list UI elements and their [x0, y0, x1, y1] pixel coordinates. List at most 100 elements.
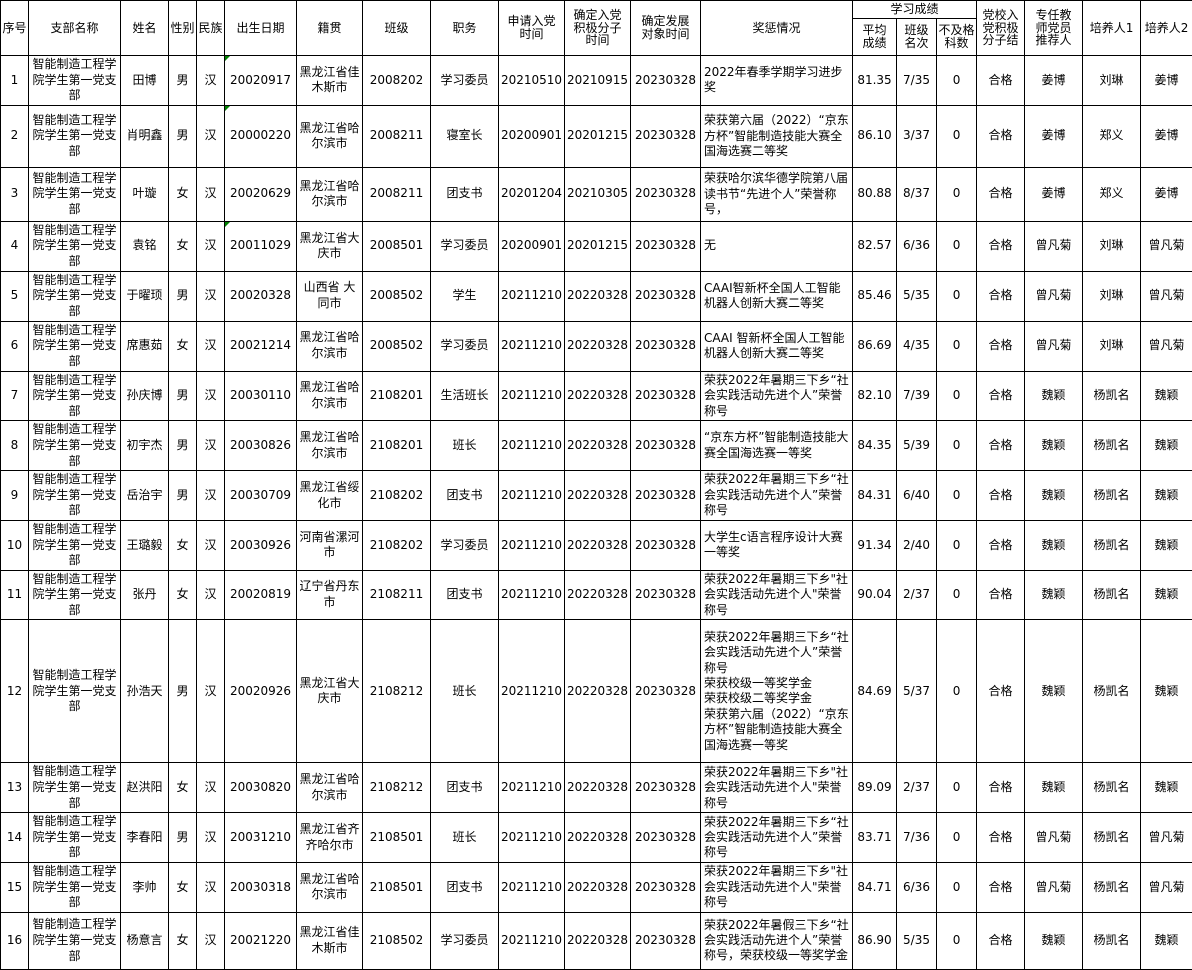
cell-gender[interactable]: 男 [169, 105, 197, 167]
cell-cultivator2[interactable]: 曾凡菊 [1141, 271, 1192, 321]
cell-party_school[interactable]: 合格 [977, 371, 1025, 421]
cell-position[interactable]: 团支书 [431, 863, 499, 913]
cell-branch[interactable]: 智能制造工程学院学生第一党支部 [29, 763, 121, 813]
cell-gender[interactable]: 男 [169, 471, 197, 521]
cell-native_place[interactable]: 黑龙江省哈尔滨市 [297, 105, 363, 167]
cell-branch[interactable]: 智能制造工程学院学生第一党支部 [29, 813, 121, 863]
cell-activist_date[interactable]: 20220328 [565, 620, 631, 763]
cell-ethnicity[interactable]: 汉 [197, 271, 225, 321]
cell-apply_date[interactable]: 20211210 [499, 271, 565, 321]
cell-party_school[interactable]: 合格 [977, 421, 1025, 471]
cell-activist_date[interactable]: 20201215 [565, 221, 631, 271]
column-header-index[interactable]: 序号 [1, 1, 29, 56]
cell-branch[interactable]: 智能制造工程学院学生第一党支部 [29, 620, 121, 763]
cell-cultivator1[interactable]: 杨凯名 [1083, 620, 1141, 763]
cell-native_place[interactable]: 山西省 大同市 [297, 271, 363, 321]
cell-birth_date[interactable]: 20031210 [225, 813, 297, 863]
cell-class[interactable]: 2008501 [363, 221, 431, 271]
cell-activist_date[interactable]: 20220328 [565, 471, 631, 521]
cell-class_rank[interactable]: 8/37 [897, 167, 937, 221]
cell-branch[interactable]: 智能制造工程学院学生第一党支部 [29, 271, 121, 321]
cell-failed_subjects[interactable]: 0 [937, 620, 977, 763]
cell-party_school[interactable]: 合格 [977, 520, 1025, 570]
cell-index[interactable]: 9 [1, 471, 29, 521]
cell-development_date[interactable]: 20230328 [631, 271, 701, 321]
cell-native_place[interactable]: 黑龙江省哈尔滨市 [297, 863, 363, 913]
cell-party_school[interactable]: 合格 [977, 620, 1025, 763]
cell-cultivator2[interactable]: 曾凡菊 [1141, 221, 1192, 271]
cell-native_place[interactable]: 黑龙江省齐齐哈尔市 [297, 813, 363, 863]
cell-apply_date[interactable]: 20211210 [499, 321, 565, 371]
cell-index[interactable]: 2 [1, 105, 29, 167]
cell-gender[interactable]: 女 [169, 863, 197, 913]
cell-cultivator2[interactable]: 魏颖 [1141, 912, 1192, 969]
cell-class_rank[interactable]: 6/40 [897, 471, 937, 521]
cell-class_rank[interactable]: 5/37 [897, 620, 937, 763]
cell-position[interactable]: 学习委员 [431, 221, 499, 271]
cell-birth_date[interactable]: 20021220 [225, 912, 297, 969]
cell-position[interactable]: 班长 [431, 813, 499, 863]
column-header-teacher_recommender[interactable]: 专任教 师党员 推荐人 [1025, 1, 1083, 56]
cell-development_date[interactable]: 20230328 [631, 570, 701, 620]
cell-native_place[interactable]: 辽宁省丹东市 [297, 570, 363, 620]
cell-gender[interactable]: 男 [169, 813, 197, 863]
column-header-development_date[interactable]: 确定发展 对象时间 [631, 1, 701, 56]
cell-index[interactable]: 14 [1, 813, 29, 863]
cell-birth_date[interactable]: 20030318 [225, 863, 297, 913]
cell-name[interactable]: 席惠茹 [121, 321, 169, 371]
cell-class[interactable]: 2108202 [363, 471, 431, 521]
cell-class[interactable]: 2108502 [363, 912, 431, 969]
column-header-class_rank[interactable]: 班级 名次 [897, 19, 937, 56]
cell-class_rank[interactable]: 7/35 [897, 56, 937, 106]
cell-name[interactable]: 肖明鑫 [121, 105, 169, 167]
column-group-header-scores[interactable]: 学习成绩 [853, 1, 977, 19]
cell-name[interactable]: 李春阳 [121, 813, 169, 863]
cell-development_date[interactable]: 20230328 [631, 763, 701, 813]
cell-index[interactable]: 6 [1, 321, 29, 371]
cell-teacher_recommender[interactable]: 曾凡菊 [1025, 321, 1083, 371]
cell-awards[interactable]: “京东方杯”智能制造技能大赛全国海选赛一等奖 [701, 421, 853, 471]
cell-cultivator1[interactable]: 郑义 [1083, 105, 1141, 167]
cell-failed_subjects[interactable]: 0 [937, 105, 977, 167]
cell-development_date[interactable]: 20230328 [631, 105, 701, 167]
cell-gender[interactable]: 男 [169, 620, 197, 763]
cell-cultivator2[interactable]: 姜博 [1141, 167, 1192, 221]
cell-party_school[interactable]: 合格 [977, 221, 1025, 271]
cell-ethnicity[interactable]: 汉 [197, 912, 225, 969]
cell-ethnicity[interactable]: 汉 [197, 221, 225, 271]
cell-failed_subjects[interactable]: 0 [937, 813, 977, 863]
cell-activist_date[interactable]: 20220328 [565, 570, 631, 620]
cell-failed_subjects[interactable]: 0 [937, 56, 977, 106]
cell-avg_score[interactable]: 89.09 [853, 763, 897, 813]
cell-class_rank[interactable]: 5/35 [897, 912, 937, 969]
cell-awards[interactable]: 荣获2022年暑期三下乡"社会实践活动先进个人"荣誉称号 [701, 570, 853, 620]
cell-class[interactable]: 2108212 [363, 620, 431, 763]
cell-failed_subjects[interactable]: 0 [937, 912, 977, 969]
cell-apply_date[interactable]: 20211210 [499, 520, 565, 570]
cell-development_date[interactable]: 20230328 [631, 471, 701, 521]
cell-failed_subjects[interactable]: 0 [937, 570, 977, 620]
cell-position[interactable]: 学习委员 [431, 321, 499, 371]
cell-avg_score[interactable]: 84.69 [853, 620, 897, 763]
cell-native_place[interactable]: 黑龙江省哈尔滨市 [297, 421, 363, 471]
cell-failed_subjects[interactable]: 0 [937, 321, 977, 371]
cell-ethnicity[interactable]: 汉 [197, 421, 225, 471]
cell-birth_date[interactable]: 20030820 [225, 763, 297, 813]
cell-class[interactable]: 2108501 [363, 813, 431, 863]
cell-position[interactable]: 寝室长 [431, 105, 499, 167]
cell-party_school[interactable]: 合格 [977, 863, 1025, 913]
cell-branch[interactable]: 智能制造工程学院学生第一党支部 [29, 321, 121, 371]
cell-apply_date[interactable]: 20200901 [499, 221, 565, 271]
cell-position[interactable]: 团支书 [431, 763, 499, 813]
cell-native_place[interactable]: 黑龙江省哈尔滨市 [297, 321, 363, 371]
cell-gender[interactable]: 女 [169, 912, 197, 969]
cell-name[interactable]: 初宇杰 [121, 421, 169, 471]
cell-ethnicity[interactable]: 汉 [197, 570, 225, 620]
cell-branch[interactable]: 智能制造工程学院学生第一党支部 [29, 56, 121, 106]
cell-cultivator2[interactable]: 魏颖 [1141, 371, 1192, 421]
cell-avg_score[interactable]: 86.90 [853, 912, 897, 969]
cell-cultivator2[interactable]: 曾凡菊 [1141, 321, 1192, 371]
cell-index[interactable]: 15 [1, 863, 29, 913]
cell-class[interactable]: 2008202 [363, 56, 431, 106]
column-header-class[interactable]: 班级 [363, 1, 431, 56]
